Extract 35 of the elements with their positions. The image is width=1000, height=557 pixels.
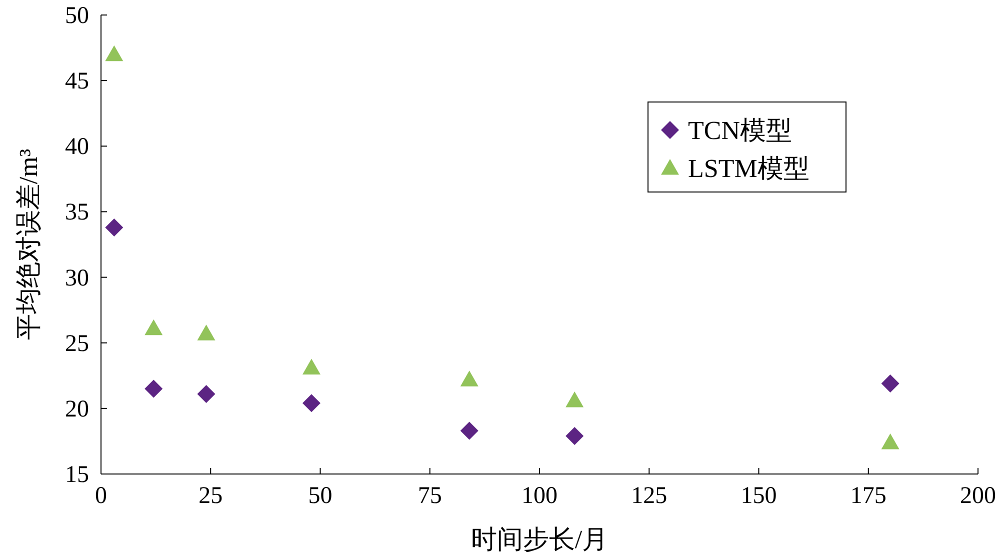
- x-tick-label: 75: [418, 483, 442, 509]
- y-tick-label: 40: [65, 134, 89, 160]
- point: [881, 374, 900, 393]
- y-tick-label: 45: [65, 68, 89, 95]
- y-tick-label: 30: [65, 265, 89, 292]
- x-tick-label: 25: [198, 483, 223, 509]
- point: [881, 434, 900, 450]
- point: [460, 422, 478, 440]
- y-tick-label: 15: [65, 462, 89, 488]
- y-tick-label: 20: [65, 396, 89, 422]
- point: [566, 392, 584, 408]
- y-tick-label: 25: [65, 330, 89, 357]
- x-axis-title: 时间步长/月: [470, 525, 608, 554]
- y-axis-title: 平均绝对误差/m³: [14, 148, 43, 340]
- point: [144, 380, 163, 398]
- x-tick-label: 50: [308, 483, 332, 509]
- x-tick-label: 100: [522, 483, 558, 509]
- legend-label: TCN模型: [688, 116, 792, 145]
- x-tick-label: 175: [850, 483, 886, 509]
- x-tick-label: 0: [95, 483, 107, 509]
- x-tick-label: 125: [631, 483, 668, 509]
- point: [144, 319, 163, 336]
- x-tick-label: 150: [740, 483, 777, 509]
- legend-label: LSTM模型: [688, 154, 810, 183]
- point: [105, 218, 124, 236]
- point: [197, 385, 216, 404]
- y-tick-label: 50: [65, 3, 89, 29]
- y-tick-label: 35: [65, 200, 89, 226]
- point: [197, 324, 216, 340]
- x-tick-label: 200: [960, 483, 996, 509]
- point: [105, 45, 124, 62]
- point: [460, 370, 478, 386]
- point: [566, 426, 584, 445]
- point: [302, 358, 320, 375]
- point: [302, 394, 320, 412]
